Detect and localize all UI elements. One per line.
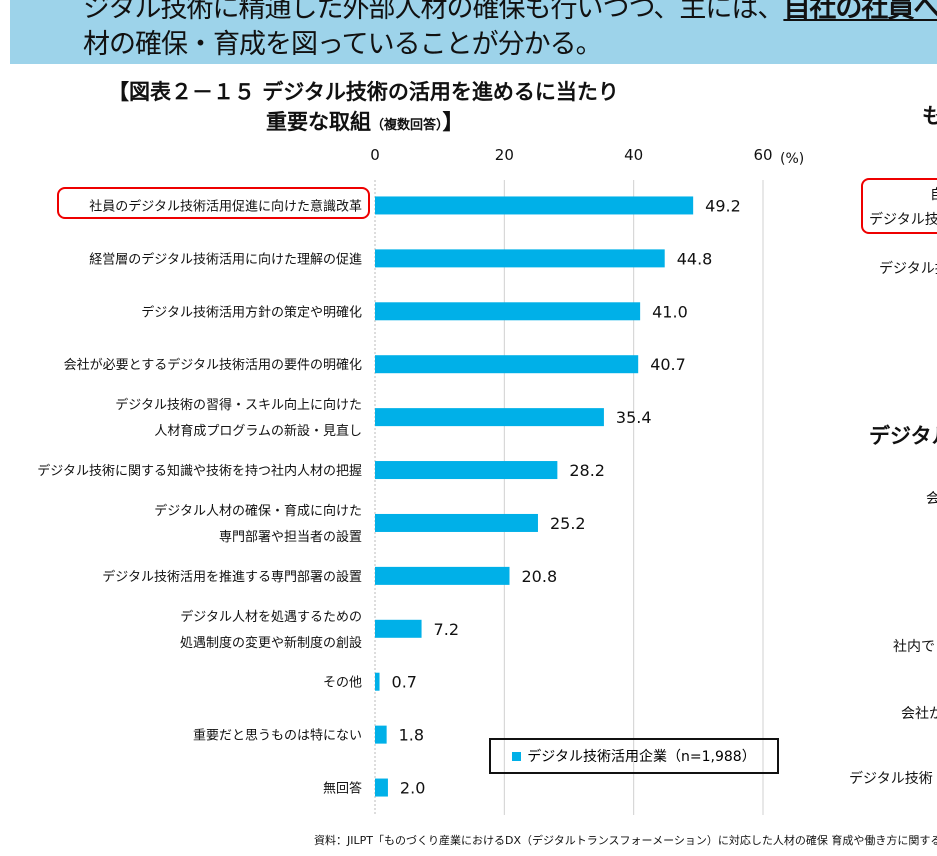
highlight-box xyxy=(57,187,370,219)
banner-line2: 材の確保・育成を図っていることが分かる。 xyxy=(83,29,603,60)
category-label: デジタル人材の確保・育成に向けた xyxy=(154,503,362,519)
data-label: 35.4 xyxy=(616,408,652,427)
bar xyxy=(375,408,604,427)
bar xyxy=(375,461,558,480)
x-tick-label: 40 xyxy=(624,146,643,164)
data-label: 40.7 xyxy=(650,355,686,374)
bar xyxy=(375,566,510,585)
category-label: 経営層のデジタル技術活用に向けた理解の促進 xyxy=(89,251,362,267)
bar xyxy=(375,672,380,691)
right-title-fragment: も xyxy=(922,104,937,128)
data-label: 0.7 xyxy=(392,673,417,692)
category-label: 専門部署や担当者の設置 xyxy=(219,529,362,545)
bar xyxy=(375,513,538,532)
category-label: 会社が必要とするデジタル技術活用の要件の明確化 xyxy=(64,357,362,373)
right-highlight-box xyxy=(861,178,937,234)
legend: デジタル技術活用企業（n=1,988） xyxy=(489,738,779,774)
x-tick-label: 0 xyxy=(370,146,380,164)
right-fragment: デジタル技術 xyxy=(849,771,933,787)
data-label: 20.8 xyxy=(522,567,558,586)
chart-title-line2: 重要な取組（複数回答）】 xyxy=(266,110,464,134)
right-fragment: 自 xyxy=(930,184,937,204)
summary-banner: ジタル技術に精通した外部人材の確保も行いつつ、主には、自社の社員へ 材の確保・育… xyxy=(10,0,937,64)
source-note: 資料：JILPT「ものづくり産業におけるDX（デジタルトランスフォーメーション）… xyxy=(314,834,937,847)
right-fragment: 社内で xyxy=(893,639,935,655)
category-label: 社員のデジタル技術活用促進に向けた意識改革 xyxy=(89,198,362,214)
category-label: デジタル技術に関する知識や技術を持つ社内人材の把握 xyxy=(37,463,362,479)
banner-line1: ジタル技術に精通した外部人材の確保も行いつつ、主には、自社の社員へ xyxy=(83,0,937,24)
right-fragment: デジタル技 xyxy=(869,212,937,228)
data-label: 28.2 xyxy=(569,461,605,480)
bar xyxy=(375,302,641,321)
legend-label: デジタル技術活用企業（n=1,988） xyxy=(527,749,756,765)
data-label: 7.2 xyxy=(434,620,459,639)
category-label: デジタル技術活用を推進する専門部署の設置 xyxy=(102,569,362,585)
legend-swatch xyxy=(512,751,522,761)
bar xyxy=(375,778,388,797)
category-label: デジタル技術の習得・スキル向上に向けた xyxy=(115,397,362,413)
right-fragment: デジタル技 xyxy=(879,261,937,277)
right-fragment: 会社か xyxy=(901,706,937,722)
category-label: その他 xyxy=(323,676,362,691)
x-tick-label: 60 xyxy=(753,146,772,164)
right-fragment: 会 xyxy=(926,491,937,507)
bar xyxy=(375,619,422,638)
category-label: 処遇制度の変更や新制度の創設 xyxy=(180,635,362,651)
category-label: 人材育成プログラムの新設・見直し xyxy=(154,423,362,439)
x-tick-label: 20 xyxy=(495,146,514,164)
data-label: 41.0 xyxy=(652,302,688,321)
right-heading-fragment: デジタル xyxy=(869,424,937,448)
data-label: 1.8 xyxy=(399,726,424,745)
category-label: 重要だと思うものは特にない xyxy=(193,728,362,744)
category-label: デジタル技術活用方針の策定や明確化 xyxy=(141,304,362,320)
category-label: デジタル人材を処遇するための xyxy=(180,609,362,625)
category-label: 無回答 xyxy=(323,781,362,797)
data-label: 2.0 xyxy=(400,779,425,798)
bar xyxy=(375,196,694,215)
bar xyxy=(375,725,387,744)
bar xyxy=(375,249,665,268)
unit-label: (%) xyxy=(780,151,804,167)
chart-title-line1: 【図表２－１５ デジタル技術の活用を進めるに当たり xyxy=(108,80,619,104)
data-label: 25.2 xyxy=(550,514,586,533)
data-label: 49.2 xyxy=(705,196,741,215)
bar xyxy=(375,355,639,374)
data-label: 44.8 xyxy=(677,249,713,268)
